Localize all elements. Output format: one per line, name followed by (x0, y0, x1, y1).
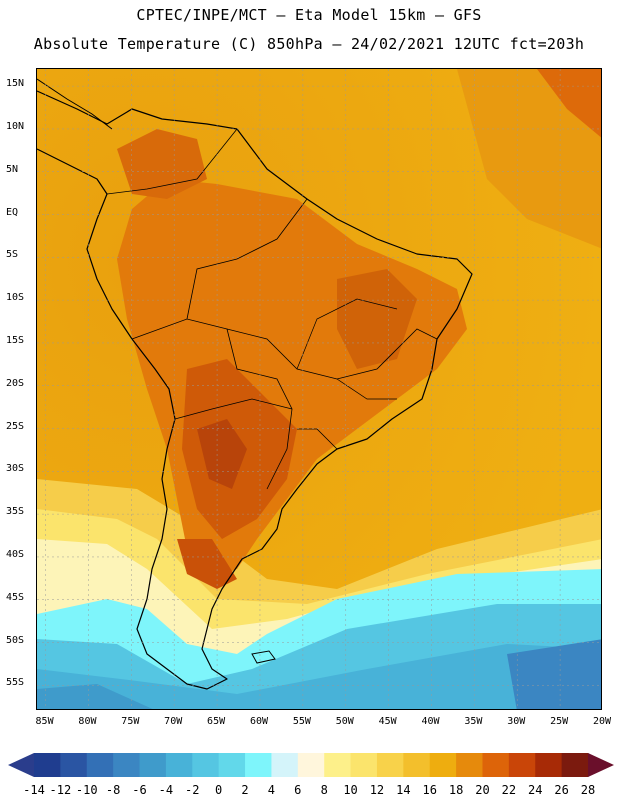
colorbar-label: 26 (554, 783, 569, 797)
colorbar-left-arrow (8, 753, 34, 777)
colorbar-box (482, 753, 510, 777)
state-border-2 (296, 298, 398, 370)
map-subtitle: Absolute Temperature (C) 850hPa – 24/02/… (33, 35, 585, 53)
longitude-label: 20W (592, 716, 612, 727)
longitude-label: 65W (207, 716, 226, 727)
colorbar-box (429, 753, 457, 777)
country-border-3 (226, 328, 293, 490)
patagonia-hot (177, 539, 237, 589)
colorbar-box (324, 753, 352, 777)
latitude-label: 50S (6, 634, 25, 646)
longitude-label: 55W (292, 716, 311, 727)
colorbar-box (508, 753, 536, 777)
colorbar-box (271, 753, 299, 777)
colorbar-box (535, 753, 563, 777)
longitude-label: 85W (35, 716, 54, 727)
colorbar-box (192, 753, 220, 777)
colorbar-box (60, 753, 88, 777)
latitude-label: 35S (6, 506, 25, 518)
colorbar-box (297, 753, 325, 777)
colorbar-box (86, 753, 114, 777)
country-border-5 (297, 428, 338, 450)
longitude-label: 25W (550, 716, 569, 727)
country-border-4 (174, 398, 293, 420)
colorbar-label: -2 (185, 783, 200, 797)
central-america-outline (37, 78, 113, 130)
longitude-label: 30W (507, 716, 526, 727)
east-atlantic-warm-band (457, 69, 601, 249)
blue-band (37, 644, 601, 709)
temperature-map (36, 68, 602, 710)
colorbar-box (218, 753, 246, 777)
longitude-label: 60W (249, 716, 268, 727)
latitude-label: 30S (6, 463, 25, 475)
colorbar-box (456, 753, 483, 777)
colorbar-label: 22 (501, 783, 517, 797)
colorbar-box (245, 753, 272, 777)
latitude-label: 10N (6, 120, 25, 132)
colorbar-label: 12 (369, 783, 385, 797)
colorbar-label: 4 (267, 783, 276, 797)
colorbar-label: 18 (448, 783, 464, 797)
map-canvas (37, 69, 601, 709)
colorbar-label: 16 (422, 783, 437, 797)
falklands-outline (251, 650, 276, 664)
latitude-label: 20S (6, 377, 25, 389)
colorbar-box (350, 753, 378, 777)
colorbar-label: 14 (396, 783, 411, 797)
dark-blue-patch (507, 639, 601, 709)
latitude-label: 25S (6, 420, 25, 432)
colorbar-label: 6 (294, 783, 302, 797)
colorbar (8, 753, 614, 777)
longitude-label: 45W (378, 716, 397, 727)
latitude-label: 55S (6, 677, 25, 689)
brazil-interior-hot (337, 269, 417, 369)
latitude-label: 40S (6, 548, 25, 560)
colorbar-label: 28 (580, 783, 596, 797)
longitude-label: 70W (164, 716, 183, 727)
colorbar-box (376, 753, 404, 777)
colorbar-label: 2 (241, 783, 249, 797)
colorbar-label: -14 (23, 783, 45, 797)
colorbar-label: 10 (343, 783, 358, 797)
colorbar-label: -4 (158, 783, 174, 797)
colorbar-box (113, 753, 141, 777)
colorbar-box (139, 753, 167, 777)
latitude-label: 45S (6, 591, 25, 603)
colorbar-label: -12 (49, 783, 72, 797)
colorbar-box (165, 753, 193, 777)
colorbar-label: 8 (320, 783, 328, 797)
colorbar-box (34, 753, 61, 777)
colorbar-label: -10 (75, 783, 98, 797)
colorbar-label: -6 (132, 783, 147, 797)
hottest-core (197, 419, 247, 489)
colorbar-label: 20 (475, 783, 490, 797)
latitude-label: EQ (6, 206, 19, 218)
colorbar-label: 24 (528, 783, 543, 797)
longitude-label: 35W (464, 716, 483, 727)
longitude-label: 50W (335, 716, 354, 727)
longitude-label: 75W (121, 716, 140, 727)
latitude-label: 5N (6, 163, 19, 175)
latitude-label: 10S (6, 292, 25, 304)
map-title: CPTEC/INPE/MCT – Eta Model 15km – GFS (136, 6, 482, 24)
colorbar-boxes (34, 753, 589, 777)
colorbar-box (403, 753, 431, 777)
latitude-label: 15S (6, 334, 25, 346)
southwest-blue-patch (37, 684, 153, 709)
colorbar-right-arrow (588, 753, 614, 777)
longitude-label: 40W (421, 716, 440, 727)
longitude-label: 80W (78, 716, 97, 727)
latitude-label: 15N (6, 78, 25, 90)
colorbar-label: 0 (215, 783, 223, 797)
latitude-label: 5S (6, 249, 19, 261)
colorbar-box (561, 753, 589, 777)
colorbar-label: -8 (105, 783, 121, 797)
graticule (37, 69, 601, 709)
country-border-2 (186, 198, 308, 320)
